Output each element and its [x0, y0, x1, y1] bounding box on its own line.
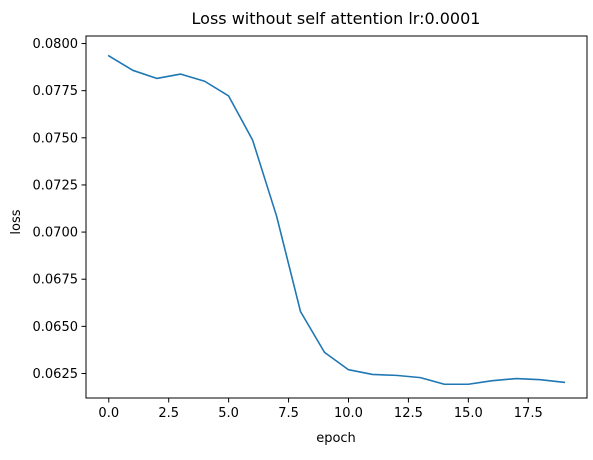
y-tick-label: 0.0800 [33, 37, 79, 52]
x-tick-label: 2.5 [158, 406, 179, 421]
x-tick-label: 12.5 [394, 406, 423, 421]
y-tick-label: 0.0725 [33, 178, 79, 193]
loss-series-line [107, 54, 566, 386]
x-tick-label: 7.5 [278, 406, 299, 421]
y-tick-label: 0.0625 [33, 367, 79, 382]
x-tick-label: 15.0 [454, 406, 483, 421]
plot-area: 0.0 2.5 5.0 7.5 10.0 12.5 15.0 17.5 0.0625 0.0650… [33, 35, 588, 421]
x-axis-label: epoch [316, 431, 356, 446]
axes-frame [85, 35, 588, 399]
x-tick-label: 10.0 [334, 406, 363, 421]
x-tick-label: 5.0 [218, 406, 239, 421]
y-axis-label: loss [9, 209, 24, 234]
y-tick-label: 0.0700 [33, 226, 79, 241]
y-tick-label: 0.0675 [33, 273, 79, 288]
chart-title: Loss without self attention lr:0.0001 [192, 9, 481, 28]
x-tick-label: 0.0 [98, 406, 119, 421]
x-tick-label: 17.5 [514, 406, 543, 421]
y-tick-label: 0.0650 [33, 320, 79, 335]
y-tick-label: 0.0750 [33, 131, 79, 146]
y-tick-label: 0.0775 [33, 84, 79, 99]
